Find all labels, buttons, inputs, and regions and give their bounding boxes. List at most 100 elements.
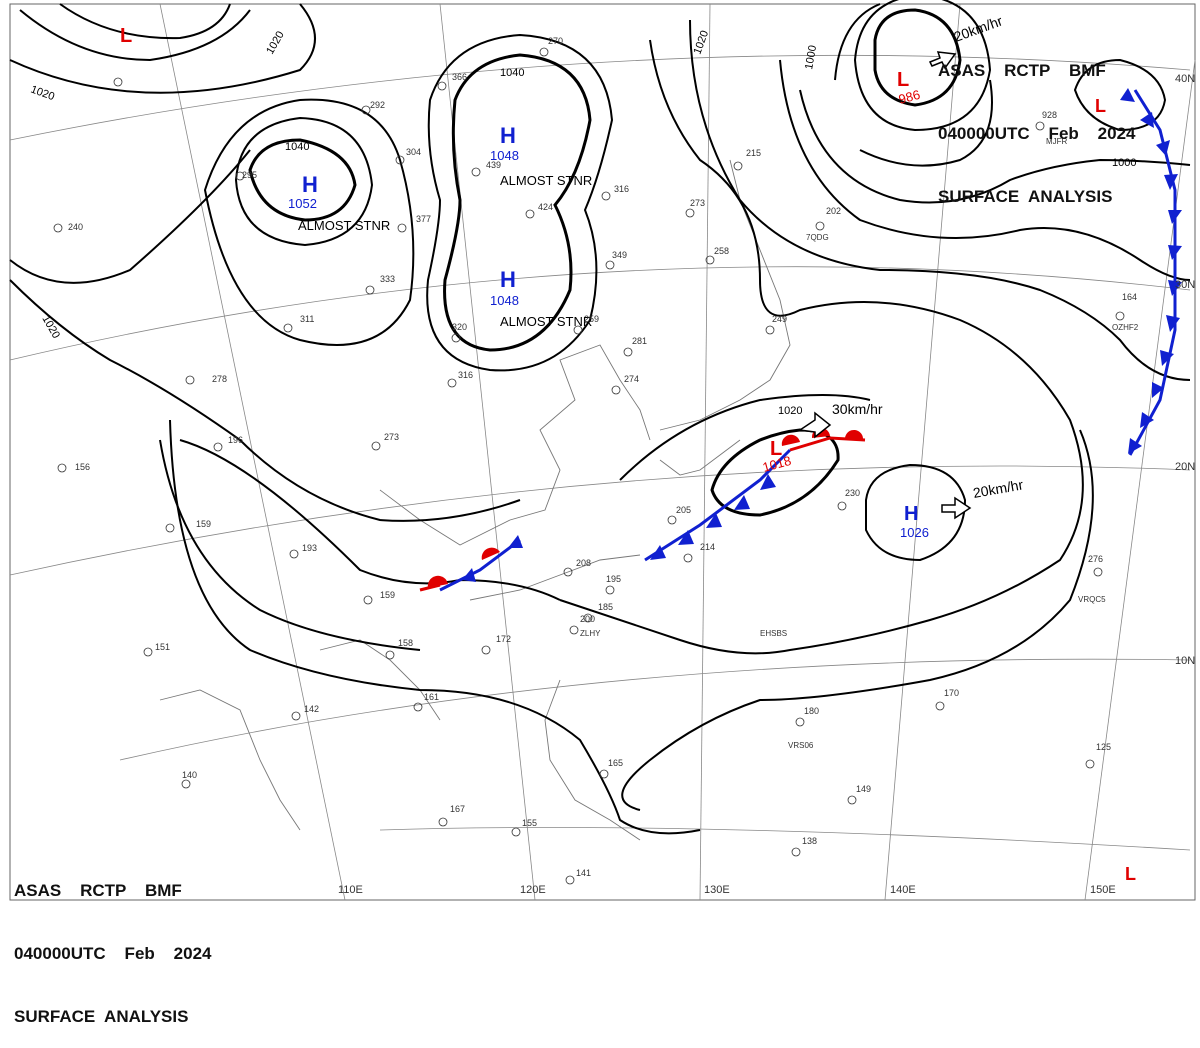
low-center: L <box>897 69 909 91</box>
map-header-top-right: ASAS RCTP BMF 040000UTC Feb 2024 SURFACE… <box>938 18 1136 228</box>
motion-speed: 30km/hr <box>832 401 883 417</box>
station-obs: 366 <box>452 72 467 82</box>
stnr-note: ALMOST STNR <box>500 173 592 188</box>
station-obs: 125 <box>1096 742 1111 752</box>
lat-label: 20N <box>1175 461 1195 473</box>
low-center: L <box>770 438 782 460</box>
coastlines <box>159 159 791 841</box>
station-obs: 167 <box>450 804 465 814</box>
station-obs: 274 <box>624 374 639 384</box>
station-obs: 258 <box>714 246 729 256</box>
lon-label: 130E <box>704 884 730 896</box>
isobar-label: 1000 <box>803 44 819 70</box>
isobar-label: 1020 <box>692 29 712 56</box>
station-id: EHSBS <box>760 629 787 638</box>
header-line-3: SURFACE ANALYSIS <box>938 187 1113 206</box>
map-header-bottom-left: ASAS RCTP BMF 040000UTC Feb 2024 SURFACE… <box>14 838 212 1048</box>
station-obs: 273 <box>690 198 705 208</box>
station-obs: 208 <box>576 558 591 568</box>
station-obs: 159 <box>196 519 211 529</box>
high-center-value: 1026 <box>900 525 929 540</box>
motion-speed: 20km/hr <box>972 476 1025 501</box>
header-line-1: ASAS RCTP BMF <box>14 881 182 900</box>
station-obs: 141 <box>576 868 591 878</box>
low-center: L <box>1095 96 1106 116</box>
station-obs: 295 <box>242 170 257 180</box>
motion-arrow-1018-low <box>797 411 832 439</box>
map-border <box>9 3 1196 901</box>
station-obs: 170 <box>944 688 959 698</box>
station-obs: 292 <box>370 100 385 110</box>
isobar-label: 1020 <box>29 84 56 104</box>
lon-label: 150E <box>1090 884 1116 896</box>
high-center-value: 1048 <box>490 148 519 163</box>
station-symbols <box>53 47 1125 885</box>
station-obs: 320 <box>452 322 467 332</box>
station-obs: 304 <box>406 147 421 157</box>
lon-label: 140E <box>890 884 916 896</box>
station-obs: 156 <box>75 462 90 472</box>
isobar-label: 1020 <box>778 405 802 417</box>
station-id: OZHF2 <box>1112 323 1139 332</box>
graticule-labels: 40N 30N 20N 10N 110E 120E 130E 140E 150E <box>338 73 1195 896</box>
high-center: H <box>500 123 516 148</box>
station-obs: 281 <box>632 336 647 346</box>
lat-label: 40N <box>1175 73 1195 85</box>
isobar-label: 1020 <box>39 314 62 341</box>
station-obs: 159 <box>380 590 395 600</box>
station-observations: 156 159 151 142 140 167 155 141 278 196 … <box>53 36 1139 885</box>
high-center: H <box>904 503 918 525</box>
high-center: H <box>500 267 516 292</box>
station-obs: 249 <box>772 314 787 324</box>
station-obs: 240 <box>68 222 83 232</box>
station-obs: 278 <box>212 374 227 384</box>
station-obs: 172 <box>496 634 511 644</box>
station-obs: 149 <box>856 784 871 794</box>
station-obs: 158 <box>398 638 413 648</box>
low-center-value: 986 <box>897 87 922 107</box>
station-obs: 165 <box>608 758 623 768</box>
header-line-1: ASAS RCTP BMF <box>938 61 1106 80</box>
header-line-2: 040000UTC Feb 2024 <box>14 944 212 963</box>
station-obs: 928 <box>1042 110 1057 120</box>
station-obs: 151 <box>155 642 170 652</box>
station-obs: 270 <box>548 36 563 46</box>
station-obs: 185 <box>598 602 613 612</box>
station-obs: 164 <box>1122 292 1137 302</box>
station-obs: 202 <box>826 206 841 216</box>
station-obs: 316 <box>614 184 629 194</box>
low-center: L <box>120 25 132 47</box>
station-obs: 316 <box>458 370 473 380</box>
station-id: 7QDG <box>806 233 829 242</box>
motion-arrow-1026-high <box>941 496 972 520</box>
isobars <box>9 0 1191 835</box>
lon-label: 110E <box>338 884 363 896</box>
station-obs: 205 <box>676 505 691 515</box>
station-obs: 311 <box>300 314 314 324</box>
station-obs: 377 <box>416 214 431 224</box>
station-obs: 200 <box>580 614 595 624</box>
station-obs: 273 <box>384 432 399 442</box>
station-obs: 161 <box>424 692 439 702</box>
isobar-label: 1040 <box>285 141 309 153</box>
lon-label: 120E <box>520 884 546 896</box>
station-obs: 276 <box>1088 554 1103 564</box>
station-id: ZLHY <box>580 629 601 638</box>
lat-label: 30N <box>1175 279 1195 291</box>
stnr-note: ALMOST STNR <box>500 314 592 329</box>
stnr-note: ALMOST STNR <box>298 218 390 233</box>
station-obs: 349 <box>612 250 627 260</box>
station-id: VRQC5 <box>1078 595 1106 604</box>
station-obs: 424 <box>538 202 553 212</box>
station-obs: 138 <box>802 836 817 846</box>
station-obs: 193 <box>302 543 317 553</box>
station-obs: 140 <box>182 770 197 780</box>
isobar-label: 1040 <box>500 67 524 79</box>
cold-front <box>439 88 1182 592</box>
high-center-value: 1048 <box>490 293 519 308</box>
motion-arrow-986-low <box>928 51 957 70</box>
weather-map: L H 1052 ALMOST STNR H 1048 ALMOST STNR … <box>9 0 1196 901</box>
station-obs: 155 <box>522 818 537 828</box>
header-line-3: SURFACE ANALYSIS <box>14 1007 189 1026</box>
station-obs: 142 <box>304 704 319 714</box>
